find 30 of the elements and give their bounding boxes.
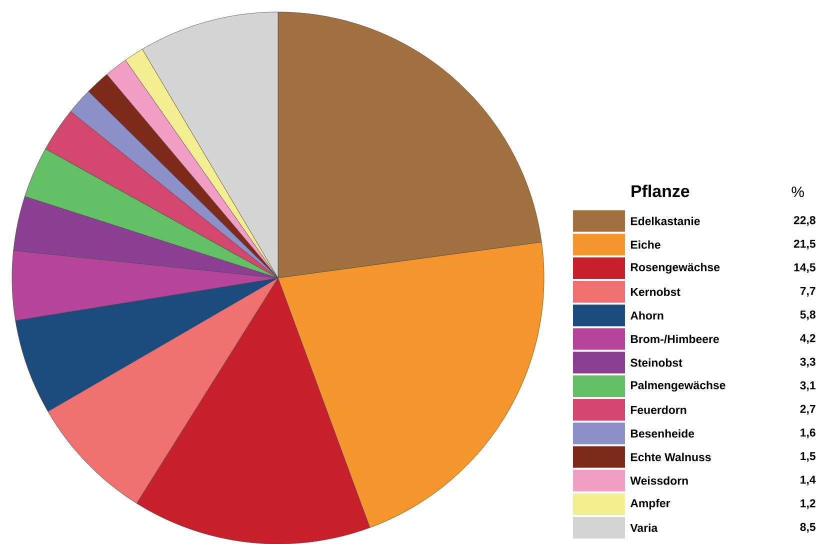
legend-label: Besenheide: [630, 429, 694, 438]
legend-label: Brom-/Himbeere: [630, 334, 719, 344]
data-label: 22,8: [794, 216, 816, 226]
legend-label: Weissdorn: [630, 476, 688, 485]
data-label: 2,7: [800, 404, 816, 415]
data-label: 4,2: [800, 334, 816, 344]
legend-label: Echte Walnuss: [630, 452, 711, 462]
legend-label: Feuerdorn: [630, 405, 686, 414]
data-label: 1,2: [800, 499, 816, 509]
data-label: 8,5: [800, 522, 816, 533]
data-label: 7,7: [800, 286, 816, 297]
data-label: 21,5: [794, 240, 816, 250]
data-label: 14,5: [794, 263, 816, 273]
legend-label: Eiche: [630, 240, 660, 249]
legend-label: Ampfer: [630, 498, 670, 510]
data-label: 1,6: [800, 428, 816, 438]
data-label: 3,1: [800, 381, 816, 391]
legend-label: Varia: [630, 523, 658, 532]
text: %: [792, 186, 804, 197]
legend-label: Edelkastanie: [630, 216, 700, 226]
data-label: 1,5: [800, 452, 816, 462]
data-label: 1,4: [800, 476, 816, 486]
legend-label: Ahorn: [630, 311, 664, 320]
legend-title: Pflanze: [632, 184, 690, 198]
legend-label: Kernobst: [630, 287, 680, 296]
legend-label: Steinobst: [630, 358, 682, 367]
legend-label: Palmengewächse: [630, 380, 726, 392]
legend-label: Rosengewächse: [630, 262, 720, 274]
data-label: 3,3: [800, 358, 816, 368]
data-label: 5,8: [800, 310, 816, 320]
